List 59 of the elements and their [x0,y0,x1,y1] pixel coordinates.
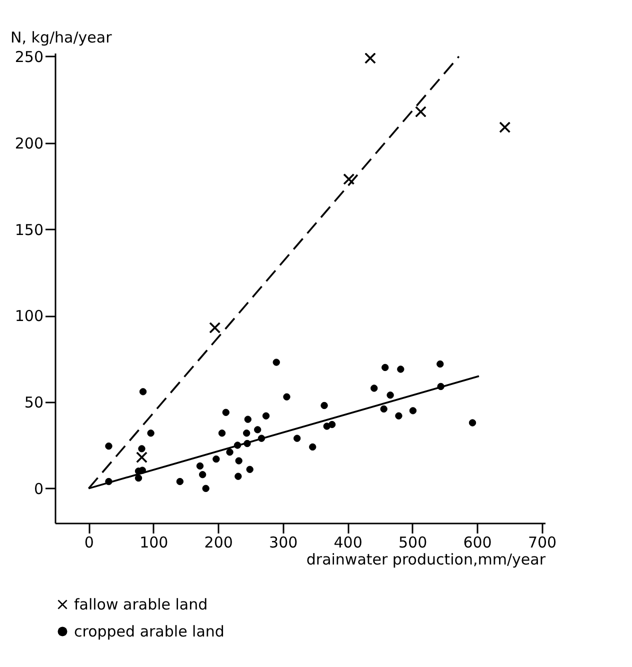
x-tick-label: 700 [528,534,557,552]
point [272,358,280,366]
point [198,471,206,478]
point [234,472,242,480]
point [226,448,234,456]
point [436,360,444,368]
point [370,384,378,392]
y-tick-label: 150 [14,220,44,239]
point [202,484,210,492]
point [136,452,148,463]
point [364,53,376,64]
point [242,430,250,437]
point [380,405,388,413]
point [328,420,336,428]
point [468,419,476,426]
x-tick-label: 400 [334,534,362,552]
point [209,322,220,334]
point [409,407,417,414]
point [309,443,316,451]
point [196,462,204,470]
x-tick-label: 100 [140,534,168,552]
point [499,122,510,133]
point [139,388,147,396]
point [176,478,184,486]
y-axis-title: N, kg/ha/year [10,28,113,46]
point [212,455,220,463]
point [218,430,226,437]
y-tick-label: 50 [24,394,44,412]
point [138,445,146,452]
point [147,430,154,437]
x-tick-label: 200 [204,534,233,552]
point [254,426,262,434]
point [244,416,252,423]
point [246,466,254,474]
point [415,106,426,118]
point [105,442,112,450]
y-tick-label: 100 [14,307,44,326]
x-tick-label: 300 [269,534,298,552]
point [222,408,230,416]
point [320,402,328,410]
point [283,393,290,400]
point [382,364,389,372]
y-tick-label: 200 [14,134,44,152]
y-tick-label: 0 [34,480,44,498]
point [397,366,404,373]
point [343,174,354,185]
point [395,412,402,420]
point [235,457,242,464]
legend-label: cropped arable land [74,622,224,640]
x-axis-title: drainwater production,mm/year [306,550,546,568]
legend-label: fallow arable land [74,596,208,614]
y-tick-label: 250 [14,48,44,66]
x-tick-label: 600 [463,534,492,552]
point [262,412,270,420]
x-tick-label: 500 [398,534,428,552]
point [293,434,301,442]
x-tick-label: 0 [84,534,94,552]
point [134,474,142,482]
point [386,392,394,399]
